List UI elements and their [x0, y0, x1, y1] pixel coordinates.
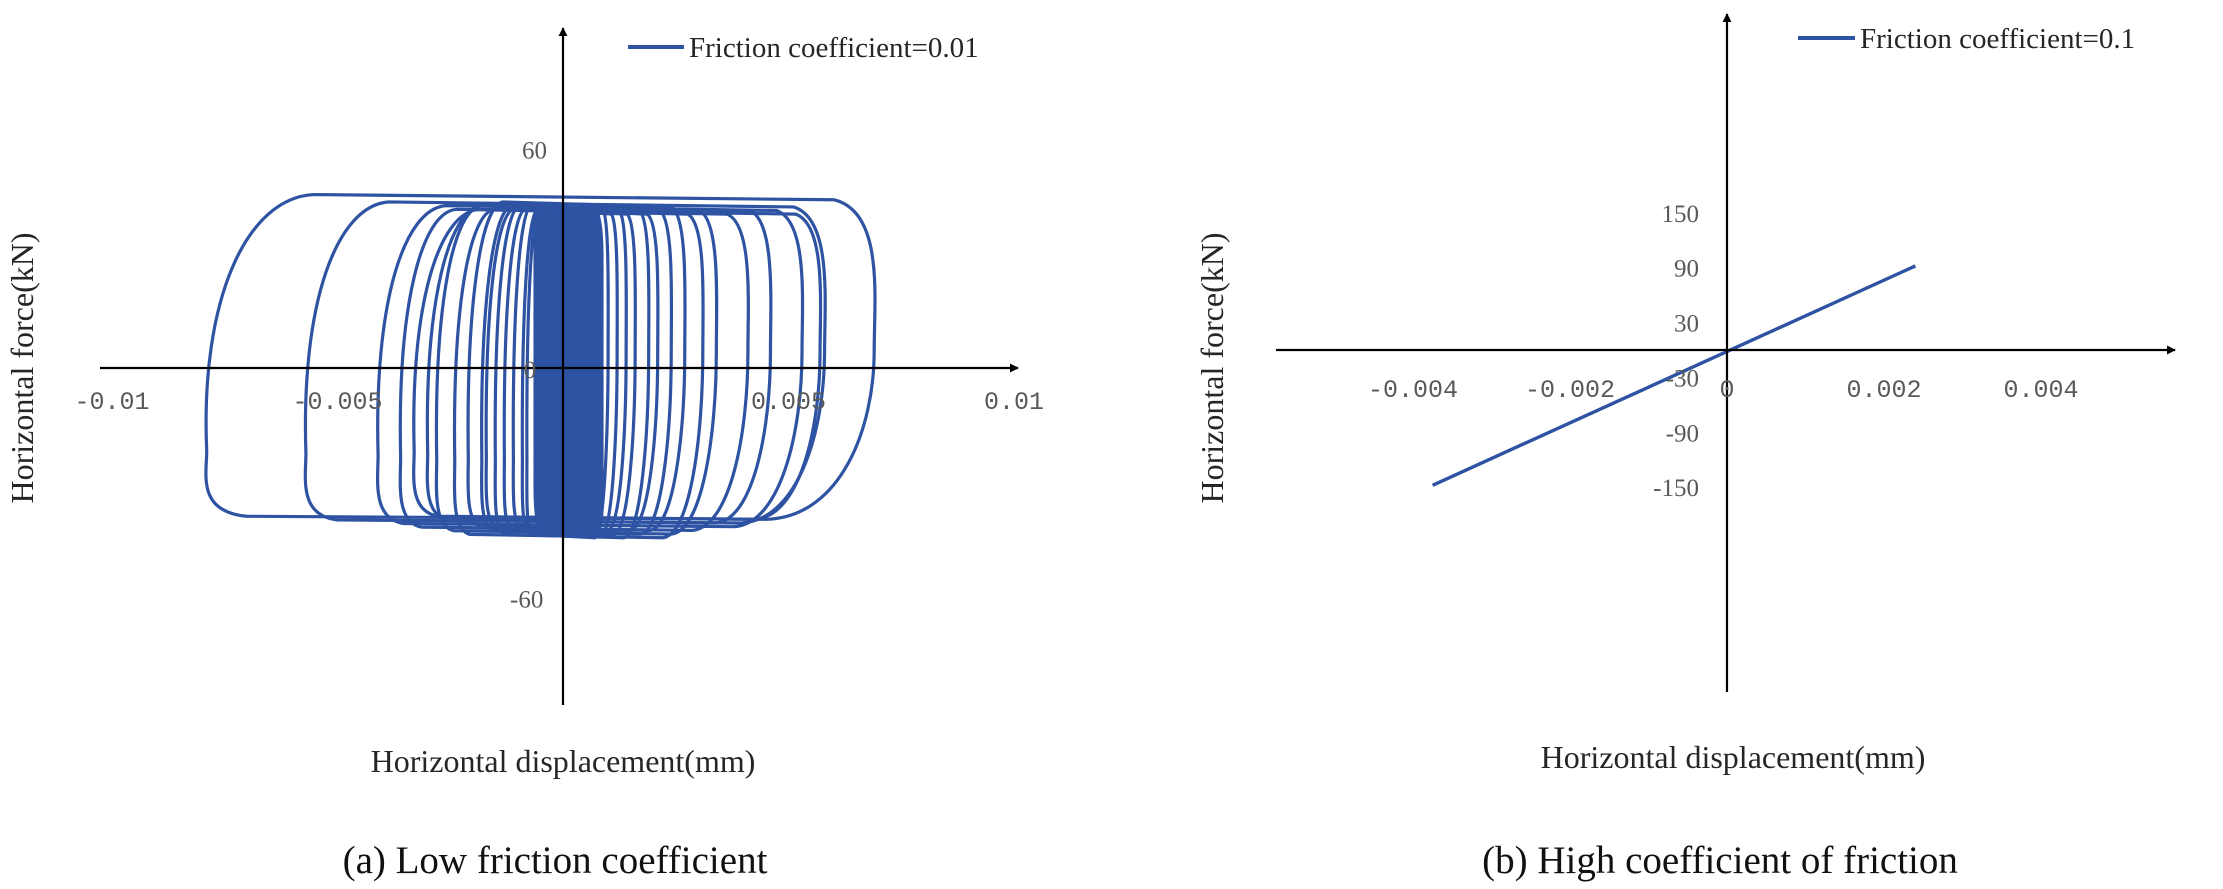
panel-b-x-tick-labels: -0.004 -0.002 0 0.002 0.004 — [1368, 376, 2079, 405]
panel-b-y-axis-label: Horizontal force(kN) — [1194, 233, 1230, 504]
panel-b-y-tick-label: 30 — [1674, 311, 1699, 338]
panel-a-hysteresis-loop — [479, 204, 674, 536]
panel-a-hysteresis-loop — [466, 200, 687, 532]
panel-a-origin-label: 0 — [524, 357, 537, 384]
panel-a-y-axis-label: Horizontal force(kN) — [4, 233, 40, 504]
panel-b-x-tick-label: 0.002 — [1846, 376, 1921, 405]
panel-b-y-tick-label: 150 — [1662, 201, 1700, 228]
panel-b-x-tick-label: -0.004 — [1368, 376, 1458, 405]
panel-a-hysteresis-loop — [434, 204, 719, 536]
panel-a-x-tick-labels: -0.01 -0.005 0.005 0.01 — [74, 388, 1044, 417]
panel-a-hysteresis-loop — [452, 207, 705, 540]
panel-a-x-tick-label: 0.01 — [984, 388, 1044, 417]
panel-b-x-tick-label: -0.002 — [1525, 376, 1615, 405]
panel-a-hysteresis-loop — [520, 207, 619, 536]
panel-b-y-tick-label: 90 — [1674, 256, 1699, 283]
panel-a-x-tick-label: 0.005 — [751, 388, 826, 417]
panel-b-y-tick-label: -90 — [1666, 420, 1699, 447]
panel-a-dense-core — [533, 208, 604, 536]
panel-a-hysteresis-loop — [375, 204, 805, 529]
panel-a-y-tick-labels: 60 -60 — [510, 138, 547, 614]
panel-b-caption: (b) High coefficient of friction — [1482, 839, 1958, 882]
panel-a-hysteresis-loop — [484, 207, 660, 532]
panel-b-series-group — [1431, 264, 1917, 487]
panel-b-legend: Friction coefficient=0.1 — [1798, 23, 2135, 55]
panel-a-legend: Friction coefficient=0.01 — [628, 32, 979, 64]
panel-a-x-tick-label: -0.01 — [74, 388, 149, 417]
panel-a-hysteresis-loop — [493, 204, 651, 540]
panel-a-hysteresis-loop — [525, 204, 610, 540]
panel-a-hysteresis-loop — [502, 207, 637, 536]
panel-b-y-tick-labels: 150 90 30 -30 -90 -150 — [1653, 201, 1699, 502]
panel-b-chart: -0.004 -0.002 0 0.002 0.004 150 90 30 -30 -90 -15… — [1194, 13, 2176, 882]
panel-a-x-tick-label: -0.005 — [292, 388, 382, 417]
panel-a-hysteresis-loop — [398, 207, 750, 532]
panel-a-x-axis-label: Horizontal displacement(mm) — [371, 743, 756, 779]
panel-b-series-line — [1431, 264, 1917, 487]
panel-b-x-tick-label: 0 — [1719, 376, 1734, 405]
panel-a-caption: (a) Low friction coefficient — [343, 839, 768, 882]
panel-a-legend-label: Friction coefficient=0.01 — [689, 32, 979, 64]
panel-b-y-tick-label: -150 — [1653, 475, 1699, 502]
panel-b-legend-label: Friction coefficient=0.1 — [1860, 23, 2135, 55]
panel-a-hysteresis-loop — [425, 204, 773, 525]
panel-a-y-tick-label: -60 — [510, 586, 543, 613]
panel-a-hysteresis-loop — [511, 204, 628, 532]
panel-b-x-axis-label: Horizontal displacement(mm) — [1541, 739, 1926, 775]
panel-a-hysteresis-loop — [303, 200, 827, 525]
panel-a-series-group — [204, 192, 877, 540]
panel-a-hysteresis-loop — [204, 192, 877, 521]
panel-a-chart: -0.01 -0.005 0.005 0.01 60 -60 0 Friction co… — [4, 27, 1044, 882]
panel-b-y-tick-label: -30 — [1666, 365, 1699, 392]
panel-b-x-tick-label: 0.004 — [2003, 376, 2078, 405]
panel-a-y-tick-label: 60 — [522, 138, 547, 165]
